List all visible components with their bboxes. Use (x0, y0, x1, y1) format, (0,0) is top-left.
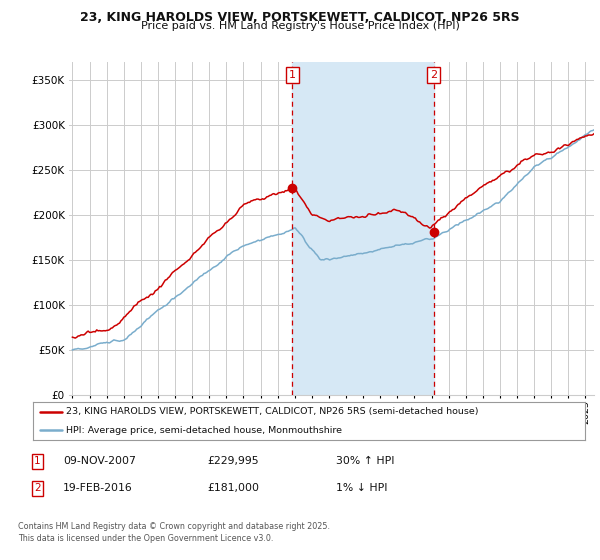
Text: 1: 1 (289, 70, 296, 80)
Text: £181,000: £181,000 (207, 483, 259, 493)
Text: 23, KING HAROLDS VIEW, PORTSKEWETT, CALDICOT, NP26 5RS: 23, KING HAROLDS VIEW, PORTSKEWETT, CALD… (80, 11, 520, 24)
Text: £229,995: £229,995 (207, 456, 259, 466)
Bar (292, 62, 434, 395)
Text: 30% ↑ HPI: 30% ↑ HPI (336, 456, 395, 466)
Text: HPI: Average price, semi-detached house, Monmouthshire: HPI: Average price, semi-detached house,… (66, 426, 342, 435)
Text: 2: 2 (430, 70, 437, 80)
Text: 2: 2 (34, 483, 41, 493)
Text: 1: 1 (34, 456, 41, 466)
Text: 1% ↓ HPI: 1% ↓ HPI (336, 483, 388, 493)
Text: Contains HM Land Registry data © Crown copyright and database right 2025.
This d: Contains HM Land Registry data © Crown c… (18, 522, 330, 543)
Text: 19-FEB-2016: 19-FEB-2016 (63, 483, 133, 493)
Text: 23, KING HAROLDS VIEW, PORTSKEWETT, CALDICOT, NP26 5RS (semi-detached house): 23, KING HAROLDS VIEW, PORTSKEWETT, CALD… (66, 407, 479, 416)
Text: 09-NOV-2007: 09-NOV-2007 (63, 456, 136, 466)
Text: Price paid vs. HM Land Registry's House Price Index (HPI): Price paid vs. HM Land Registry's House … (140, 21, 460, 31)
